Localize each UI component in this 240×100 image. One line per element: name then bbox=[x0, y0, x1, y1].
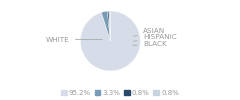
Wedge shape bbox=[80, 11, 140, 71]
Wedge shape bbox=[101, 11, 110, 41]
Text: BLACK: BLACK bbox=[133, 41, 167, 47]
Text: ASIAN: ASIAN bbox=[133, 28, 165, 36]
Wedge shape bbox=[107, 11, 110, 41]
Text: WHITE: WHITE bbox=[46, 36, 102, 42]
Text: HISPANIC: HISPANIC bbox=[133, 34, 177, 41]
Wedge shape bbox=[109, 11, 110, 41]
Legend: 95.2%, 3.3%, 0.8%, 0.8%: 95.2%, 3.3%, 0.8%, 0.8% bbox=[58, 87, 182, 98]
